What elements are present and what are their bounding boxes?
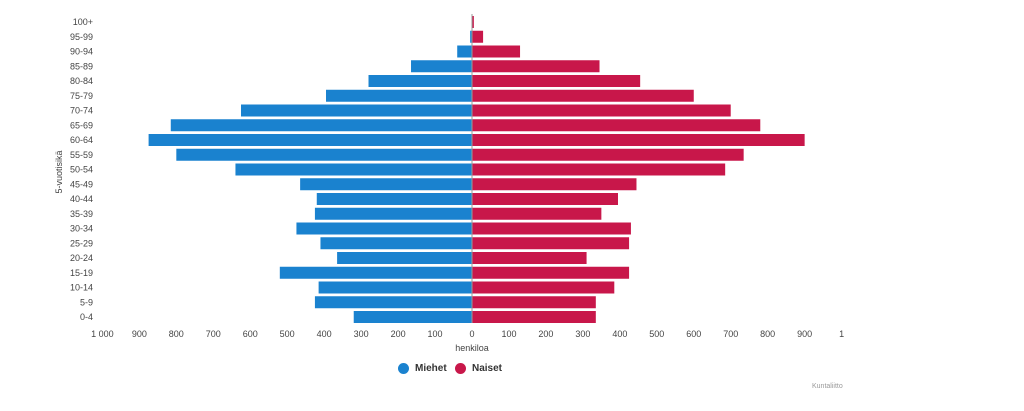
bar-miehet-15-19[interactable] [279,266,472,279]
bar-miehet-5-9[interactable] [314,296,472,309]
x-tick-label: 900 [132,329,147,339]
bar-miehet-10-14[interactable] [318,281,472,294]
y-tick-label: 45-49 [70,179,93,189]
x-tick-label: 1 [839,329,844,339]
bar-miehet-0-4[interactable] [353,311,472,323]
bar-naiset-70-74[interactable] [472,104,731,117]
bar-naiset-95-99[interactable] [472,30,484,43]
bar-miehet-20-24[interactable] [337,252,472,264]
y-tick-label: 100+ [73,17,93,27]
bar-miehet-55-59[interactable] [176,148,472,161]
x-tick-label: 600 [686,329,701,339]
bar-miehet-40-44[interactable] [316,193,472,205]
bar-naiset-35-39[interactable] [472,207,602,220]
y-tick-label: 10-14 [70,283,93,293]
y-tick-label: 95-99 [70,32,93,42]
y-tick-label: 35-39 [70,209,93,219]
bar-naiset-65-69[interactable] [472,119,761,132]
bar-naiset-20-24[interactable] [472,252,587,264]
legend-label: Miehet [415,363,447,374]
x-tick-label: 1 000 [91,329,114,339]
x-axis-title: henkiloa [455,343,489,353]
x-tick-label: 900 [797,329,812,339]
bar-naiset-40-44[interactable] [472,193,618,205]
x-tick-label: 300 [575,329,590,339]
y-tick-label: 70-74 [70,106,93,116]
x-tick-label: 500 [649,329,664,339]
x-tick-label: 300 [354,329,369,339]
x-tick-label: 600 [243,329,258,339]
bar-naiset-25-29[interactable] [472,237,630,250]
bar-naiset-85-89[interactable] [472,60,600,73]
bar-naiset-5-9[interactable] [472,296,596,309]
bar-miehet-35-39[interactable] [314,207,472,220]
bar-naiset-80-84[interactable] [472,75,641,87]
bar-naiset-30-34[interactable] [472,222,631,235]
bar-naiset-60-64[interactable] [472,134,805,146]
legend-dot-icon [455,363,466,374]
y-axis-title: 5-vuotisikä [54,150,64,193]
bar-naiset-45-49[interactable] [472,178,637,191]
bar-miehet-65-69[interactable] [170,119,472,132]
bar-naiset-55-59[interactable] [472,148,744,161]
y-tick-label: 0-4 [80,312,93,322]
bar-naiset-100+[interactable] [472,16,474,28]
legend-item-naiset[interactable]: Naiset [455,363,502,374]
y-tick-label: 85-89 [70,61,93,71]
x-tick-label: 800 [760,329,775,339]
bar-miehet-70-74[interactable] [241,104,472,117]
credits-link[interactable]: Kuntaliitto [812,383,843,390]
x-tick-label: 700 [206,329,221,339]
x-tick-label: 400 [612,329,627,339]
bar-miehet-60-64[interactable] [148,134,472,146]
y-tick-label: 30-34 [70,224,93,234]
x-tick-label: 700 [723,329,738,339]
x-tick-label: 100 [428,329,443,339]
bar-naiset-0-4[interactable] [472,311,596,323]
bar-miehet-80-84[interactable] [368,75,472,87]
legend: Miehet Naiset [0,363,1024,383]
bar-miehet-85-89[interactable] [411,60,472,73]
y-tick-label: 90-94 [70,47,93,57]
bar-naiset-90-94[interactable] [472,45,521,58]
y-tick-label: 55-59 [70,150,93,160]
y-tick-label: 60-64 [70,135,93,145]
bar-naiset-10-14[interactable] [472,281,615,294]
bar-miehet-90-94[interactable] [457,45,472,58]
bar-naiset-75-79[interactable] [472,89,694,102]
y-tick-label: 15-19 [70,268,93,278]
bar-miehet-50-54[interactable] [235,163,472,176]
bar-miehet-30-34[interactable] [296,222,472,235]
legend-dot-icon [398,363,409,374]
x-tick-label: 800 [169,329,184,339]
y-tick-label: 25-29 [70,238,93,248]
y-tick-label: 65-69 [70,120,93,130]
x-tick-label: 200 [538,329,553,339]
x-tick-label: 400 [317,329,332,339]
bar-naiset-50-54[interactable] [472,163,726,176]
x-tick-label: 100 [501,329,516,339]
y-tick-label: 40-44 [70,194,93,204]
population-pyramid-chart: 100+ 95-99 90-94 85-89 80-84 75-79 70-74 65-69 6… [54,14,844,353]
x-tick-label: 500 [280,329,295,339]
bar-miehet-95-99[interactable] [470,30,472,43]
y-tick-label: 75-79 [70,91,93,101]
bar-miehet-75-79[interactable] [326,89,472,102]
legend-item-miehet[interactable]: Miehet [398,363,447,374]
x-tick-label: 200 [391,329,406,339]
legend-label: Naiset [472,363,503,374]
y-tick-label: 50-54 [70,165,93,175]
y-tick-label: 5-9 [80,297,93,307]
x-tick-label: 0 [469,329,474,339]
y-tick-label: 80-84 [70,76,93,86]
y-tick-label: 20-24 [70,253,93,263]
bar-naiset-15-19[interactable] [472,266,630,279]
bar-miehet-25-29[interactable] [320,237,472,250]
bar-miehet-45-49[interactable] [300,178,472,191]
